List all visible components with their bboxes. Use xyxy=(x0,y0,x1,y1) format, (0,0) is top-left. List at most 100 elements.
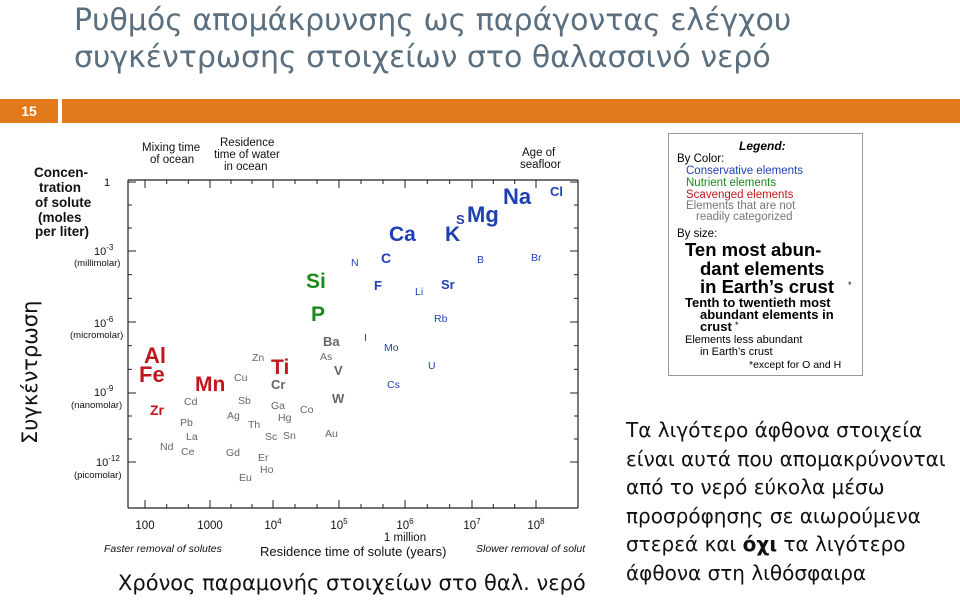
element-label: Th xyxy=(248,419,260,431)
element-label: Cd xyxy=(184,396,198,408)
y-tick-label: 10-9 xyxy=(94,384,114,399)
legend-scavenged: Scavenged elements xyxy=(686,189,794,201)
mixing-time-label: Mixing time xyxy=(142,142,200,154)
x-tick-label: 104 xyxy=(264,517,282,532)
element-label: Al xyxy=(144,343,166,368)
element-label: N xyxy=(351,257,359,269)
element-label: Pb xyxy=(180,417,193,429)
element-label: Li xyxy=(415,286,423,298)
y-tick-sublabel: (millimolar) xyxy=(74,258,120,269)
element-label: Ho xyxy=(260,464,274,476)
x-tick-label: 107 xyxy=(463,517,481,532)
x-axis-title: Residence time of solute (years) xyxy=(260,544,446,559)
element-label: Sr xyxy=(441,277,455,292)
mixing-time-label: of ocean xyxy=(150,154,194,166)
legend-size-large: Ten most abun- xyxy=(685,239,822,260)
element-label: Hg xyxy=(278,412,292,424)
y-tick-label: 10-12 xyxy=(96,454,120,469)
slower-removal-label: Slower removal of solut xyxy=(476,543,586,555)
legend-size-medium: Tenth to twentieth most xyxy=(685,295,831,310)
y-title-line: Concen- xyxy=(34,165,88,180)
residence-time-caption: Χρόνος παραμονής στοιχείων στο θαλ. νερό xyxy=(118,571,586,595)
element-label: S xyxy=(456,212,465,227)
y-title-line: tration xyxy=(39,180,81,195)
residence-time-water-label: time of water xyxy=(214,149,280,161)
y-title-line: of solute xyxy=(35,195,92,210)
explanation-text: Τα λιγότερο άφθονα στοιχεία είναι αυτά π… xyxy=(626,416,956,587)
element-label: Nd xyxy=(160,441,174,453)
element-label: Ca xyxy=(389,223,416,246)
y-tick-label: 10-6 xyxy=(94,315,114,330)
element-label: Mg xyxy=(467,202,499,227)
legend-size-small: Elements less abundant xyxy=(685,334,803,346)
element-label: Ag xyxy=(227,410,240,422)
explanation-part: τα λιγότερο άφθονα στη λιθόσφαιρα xyxy=(626,532,906,585)
element-label: K xyxy=(445,223,460,246)
x-tick-label: 100 xyxy=(135,520,154,532)
element-label: Ba xyxy=(323,334,340,349)
y-tick-label: 1 xyxy=(104,177,110,189)
y-tick-sublabel: (nanomolar) xyxy=(71,400,122,411)
slide-number: 15 xyxy=(0,99,58,123)
element-label: Si xyxy=(306,270,326,293)
element-label: As xyxy=(320,351,332,363)
element-label: Eu xyxy=(239,472,252,484)
legend-size-large: dant elements xyxy=(700,258,825,279)
element-label: Br xyxy=(531,252,542,264)
legend-size-medium: abundant elements in xyxy=(700,307,834,322)
legend-title: Legend: xyxy=(739,139,786,153)
element-label: Na xyxy=(503,184,532,209)
title-divider-bar xyxy=(62,99,960,123)
x-tick-label: 108 xyxy=(527,517,545,532)
y-tick-sublabel: (picomolar) xyxy=(74,470,122,481)
element-label: Ce xyxy=(181,446,195,458)
legend-other: readily categorized xyxy=(696,211,793,223)
element-label: Co xyxy=(300,404,314,416)
y-axis-title: Concen- tration of solute (moles per lit… xyxy=(34,165,92,239)
element-label: Cl xyxy=(550,184,563,199)
element-label: La xyxy=(186,431,198,443)
legend-size-medium: crust xyxy=(700,319,732,334)
element-label: F xyxy=(374,278,382,293)
legend-other: Elements that are not xyxy=(686,200,796,212)
slide-title: Ρυθμός απομάκρυνσης ως παράγοντας ελέγχο… xyxy=(74,3,792,75)
legend-asterisk: * xyxy=(735,320,739,330)
element-label: Rb xyxy=(434,313,448,325)
element-label: Mo xyxy=(384,342,399,354)
explanation-emphasis: όχι xyxy=(742,532,778,556)
element-label: Au xyxy=(325,428,338,440)
diagram-legend: Legend: By Color: Conservative elements … xyxy=(668,133,863,376)
x-tick-label: 105 xyxy=(330,517,348,532)
element-label: U xyxy=(428,360,436,372)
element-label: Cr xyxy=(271,377,285,392)
element-label: C xyxy=(381,250,391,266)
element-label: W xyxy=(332,391,345,406)
legend-conservative: Conservative elements xyxy=(686,165,803,177)
explanation-part: Τα λιγότερο άφθονα στοιχεία είναι αυτά π… xyxy=(626,418,946,556)
legend-nutrient: Nutrient elements xyxy=(686,177,777,189)
legend-asterisk: * xyxy=(848,280,852,290)
legend-by-color: By Color: xyxy=(677,153,725,165)
element-label: Er xyxy=(258,452,269,464)
element-label: Ga xyxy=(271,400,285,412)
element-label: Mn xyxy=(195,373,225,396)
element-label: Zr xyxy=(150,402,165,418)
element-label: Zn xyxy=(252,352,264,364)
element-label: V xyxy=(334,363,343,378)
element-label: I xyxy=(364,332,367,344)
element-label: Cs xyxy=(387,379,400,391)
element-label: Sc xyxy=(265,431,277,443)
element-label: P xyxy=(311,303,325,326)
element-label: Cu xyxy=(234,372,248,384)
element-label: Sn xyxy=(283,430,296,442)
x-million-label: 1 million xyxy=(384,532,426,544)
element-label: Ti xyxy=(271,356,289,379)
element-label: Gd xyxy=(226,447,240,459)
legend-size-large: in Earth’s crust xyxy=(700,276,834,297)
axes xyxy=(127,179,579,509)
residence-time-water-label: Residence xyxy=(220,137,274,149)
y-title-line: (moles xyxy=(38,210,82,225)
legend-by-size: By size: xyxy=(677,228,718,240)
y-title-line: per liter) xyxy=(35,224,89,239)
